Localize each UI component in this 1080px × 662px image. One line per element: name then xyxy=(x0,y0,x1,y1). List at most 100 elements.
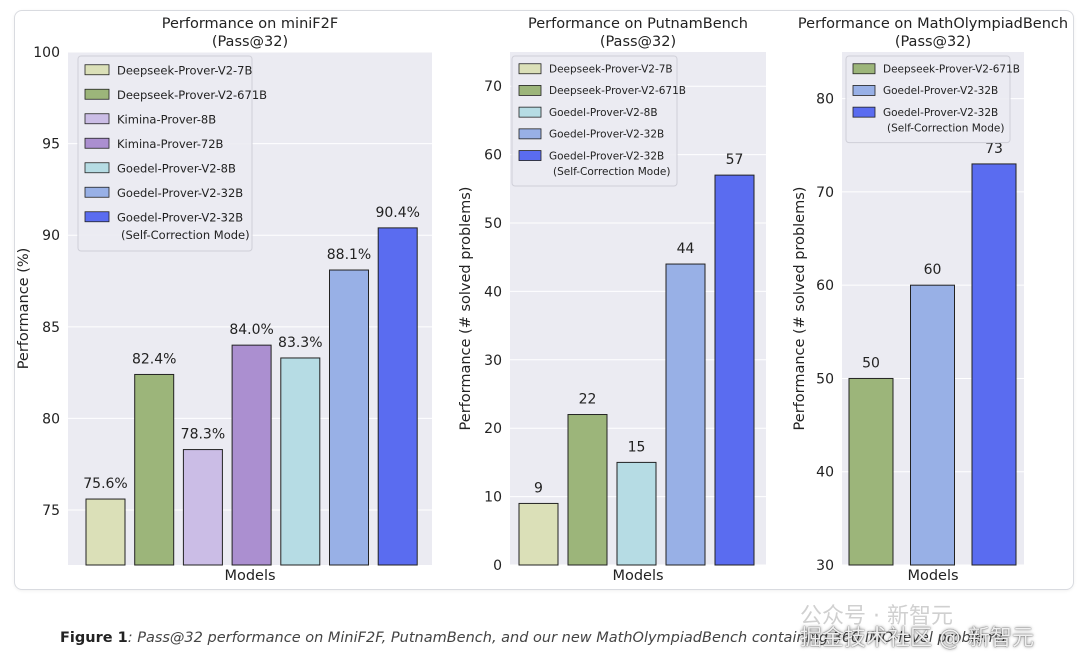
legend: Deepseek-Prover-V2-671B Goedel-Prover-V2-… xyxy=(845,55,1020,144)
data-label: 84.0% xyxy=(229,322,273,338)
data-label: 44 xyxy=(677,241,695,257)
y-tick-label: 50 xyxy=(484,216,502,232)
bar xyxy=(665,263,706,566)
y-tick-label: 85 xyxy=(42,320,60,336)
data-label: 9 xyxy=(534,480,543,496)
y-tick-label: 10 xyxy=(484,490,502,506)
legend-swatch xyxy=(84,162,110,174)
legend-label: Goedel-Prover-V2-32B xyxy=(883,85,998,97)
caption-label: Figure 1 xyxy=(60,630,128,646)
bar xyxy=(971,163,1017,566)
legend-swatch xyxy=(852,85,876,96)
y-tick-label: 0 xyxy=(493,558,502,574)
figure-caption: Figure 1: Pass@32 performance on MiniF2F… xyxy=(60,630,1060,646)
bar xyxy=(182,449,223,566)
legend: Deepseek-Prover-V2-7B Deepseek-Prover-V2-… xyxy=(511,55,686,187)
legend-label: Goedel-Prover-V2-8B xyxy=(117,162,236,176)
y-tick-label: 30 xyxy=(816,558,834,574)
wechat-watermark: 公众号 · 新智元 xyxy=(800,604,953,629)
data-label: 15 xyxy=(628,439,646,455)
legend-label: (Self-Correction Mode) xyxy=(887,122,1004,134)
y-tick-label: 30 xyxy=(484,353,502,369)
data-label: 75.6% xyxy=(83,476,127,492)
bar xyxy=(85,498,126,566)
legend-swatch xyxy=(84,88,110,100)
bar xyxy=(848,377,894,566)
legend-label: Goedel-Prover-V2-8B xyxy=(549,107,658,119)
legend-box xyxy=(77,55,253,252)
y-axis-label: Performance (# solved problems) xyxy=(792,187,808,431)
legend-label: Deepseek-Prover-V2-7B xyxy=(549,64,673,76)
y-tick-label: 80 xyxy=(42,411,60,427)
data-label: 78.3% xyxy=(181,427,225,443)
legend-swatch xyxy=(84,186,110,198)
y-axis-label: Performance (# solved problems) xyxy=(458,187,474,431)
bar xyxy=(518,502,559,566)
legend-swatch xyxy=(84,211,110,223)
chart-panel-2: 0 10 20 30 40 50 60 70 Performance on PutnamBenc… xyxy=(458,16,766,584)
legend-label: Kimina-Prover-72B xyxy=(117,137,224,151)
data-label: 22 xyxy=(579,392,597,408)
legend-swatch xyxy=(84,64,110,76)
data-label: 83.3% xyxy=(278,335,322,351)
bar xyxy=(714,174,755,566)
y-tick-label: 20 xyxy=(484,421,502,437)
legend-label: Kimina-Prover-8B xyxy=(117,113,216,127)
legend-label: (Self-Correction Mode) xyxy=(553,166,670,178)
juejin-watermark: 掘金技术社区 @ 新智元 xyxy=(800,626,1034,651)
data-label: 82.4% xyxy=(132,351,176,367)
legend-label: Deepseek-Prover-V2-7B xyxy=(117,64,252,78)
legend-label: (Self-Correction Mode) xyxy=(121,228,250,242)
legend-swatch xyxy=(518,63,542,75)
bar xyxy=(616,461,657,566)
y-tick-label: 90 xyxy=(42,228,60,244)
legend: Deepseek-Prover-V2-7B Deepseek-Prover-V2-… xyxy=(77,55,267,252)
y-tick-label: 80 xyxy=(816,92,834,108)
y-tick-label: 95 xyxy=(42,137,60,153)
data-label: 57 xyxy=(726,152,744,168)
bar xyxy=(134,373,175,566)
y-tick-label: 50 xyxy=(816,371,834,387)
data-label: 73 xyxy=(985,141,1003,157)
legend-swatch xyxy=(852,106,876,118)
legend-label: Goedel-Prover-V2-32B xyxy=(549,129,664,141)
y-axis-label: Performance (%) xyxy=(16,248,32,370)
y-tick-label: 40 xyxy=(816,465,834,481)
y-tick-label: 40 xyxy=(484,284,502,300)
chart-subtitle: (Pass@32) xyxy=(895,34,971,50)
bar xyxy=(231,344,272,566)
bar xyxy=(910,284,955,566)
y-tick-label: 60 xyxy=(816,278,834,294)
x-axis-label: Models xyxy=(612,568,663,584)
legend-label: Goedel-Prover-V2-32B xyxy=(117,211,243,225)
legend-box xyxy=(845,55,1011,144)
data-label: 90.4% xyxy=(375,205,419,221)
data-label: 50 xyxy=(862,355,880,371)
legend-swatch xyxy=(518,128,542,140)
chart-subtitle: (Pass@32) xyxy=(212,34,288,50)
legend-swatch xyxy=(518,85,542,96)
y-tick-label: 60 xyxy=(484,148,502,164)
legend-label: Goedel-Prover-V2-32B xyxy=(883,107,998,119)
chart-subtitle: (Pass@32) xyxy=(600,34,676,50)
data-label: 60 xyxy=(924,262,942,278)
data-label: 88.1% xyxy=(327,247,371,263)
legend-box xyxy=(511,55,678,187)
legend-label: Deepseek-Prover-V2-671B xyxy=(117,88,267,102)
chart-title: Performance on MathOlympiadBench xyxy=(798,16,1068,32)
legend-swatch xyxy=(84,113,110,125)
legend-swatch xyxy=(518,150,542,161)
x-axis-label: Models xyxy=(224,568,275,584)
chart-panel-1: 75 80 85 90 95 100 Performance on miniF2F (Pass… xyxy=(16,16,432,584)
legend-label: Goedel-Prover-V2-32B xyxy=(549,150,664,162)
chart-title: Performance on miniF2F xyxy=(162,16,338,32)
legend-label: Goedel-Prover-V2-32B xyxy=(117,186,243,200)
caption-text: : Pass@32 performance on MiniF2F, Putnam… xyxy=(127,630,1010,646)
y-tick-label: 100 xyxy=(33,45,60,61)
legend-swatch xyxy=(852,63,876,75)
bar xyxy=(329,269,369,566)
y-tick-label: 70 xyxy=(816,185,834,201)
y-tick-label: 70 xyxy=(484,79,502,95)
legend-label: Deepseek-Prover-V2-671B xyxy=(549,85,686,97)
